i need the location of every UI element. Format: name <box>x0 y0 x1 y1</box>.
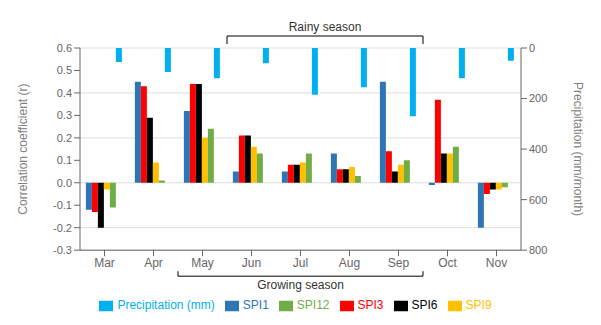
svg-text:-0.1: -0.1 <box>53 199 72 211</box>
svg-text:Sep: Sep <box>388 256 410 270</box>
svg-text:600: 600 <box>529 194 547 206</box>
svg-text:Apr: Apr <box>144 256 163 270</box>
svg-text:Rainy season: Rainy season <box>289 20 362 34</box>
html-text:Precipitation (mm): Precipitation (mm) <box>117 298 215 313</box>
html-text:SPI3: SPI3 <box>357 298 384 313</box>
svg-text:Nov: Nov <box>486 256 507 270</box>
svg-text:0.4: 0.4 <box>57 87 72 99</box>
svg-text:200: 200 <box>529 92 547 104</box>
svg-text:800: 800 <box>529 244 547 256</box>
svg-text:400: 400 <box>529 143 547 155</box>
svg-text:Jun: Jun <box>242 256 261 270</box>
svg-text:Oct: Oct <box>438 256 457 270</box>
html-text:SPI1: SPI1 <box>242 298 269 313</box>
svg-text:Growing season: Growing season <box>257 278 344 292</box>
svg-text:0.3: 0.3 <box>57 109 72 121</box>
svg-text:-0.3: -0.3 <box>53 244 72 256</box>
svg-text:Aug: Aug <box>339 256 360 270</box>
svg-text:Mar: Mar <box>94 256 115 270</box>
svg-text:0.6: 0.6 <box>57 42 72 54</box>
html-text:SPI6: SPI6 <box>411 298 438 313</box>
svg-text:0.5: 0.5 <box>57 64 72 76</box>
html-text:SPI12: SPI12 <box>296 298 330 313</box>
svg-text:0.2: 0.2 <box>57 132 72 144</box>
svg-text:0.1: 0.1 <box>57 154 72 166</box>
svg-text:-0.2: -0.2 <box>53 222 72 234</box>
svg-text:Correlation coefficient (r): Correlation coefficient (r) <box>16 84 30 215</box>
svg-text:0.0: 0.0 <box>57 177 72 189</box>
svg-text:Precipitation (mm/month): Precipitation (mm/month) <box>571 82 585 216</box>
svg-text:May: May <box>191 256 214 270</box>
html-text:SPI9: SPI9 <box>465 298 492 313</box>
svg-text:0: 0 <box>529 42 535 54</box>
svg-text:Jul: Jul <box>293 256 308 270</box>
